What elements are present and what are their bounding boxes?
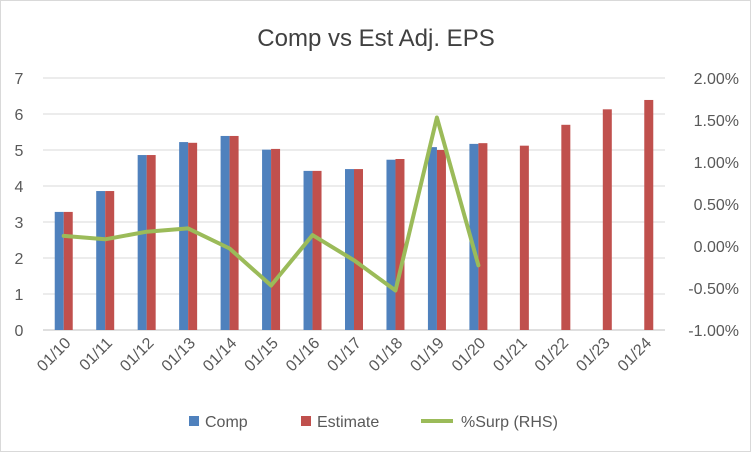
left-axis: 0 1 2 3 4 5 6 7 <box>15 71 24 340</box>
x-tick-label: 01/13 <box>159 335 199 375</box>
legend-swatch <box>189 416 199 426</box>
bar-estimate-01-20 <box>478 143 488 330</box>
bar-estimate-01-23 <box>602 109 612 330</box>
x-tick-label: 01/11 <box>77 335 117 375</box>
left-tick-label: 1 <box>15 287 24 304</box>
x-tick-label: 01/18 <box>366 335 406 375</box>
bar-comp-01-10 <box>54 211 64 330</box>
bar-estimate-01-24 <box>644 99 654 331</box>
bar-comp-01-20 <box>469 143 479 330</box>
right-tick-label: 0.50% <box>694 197 739 214</box>
x-tick-label: 01/23 <box>573 335 613 375</box>
right-axis: -1.00% -0.50% 0.00% 0.50% 1.00% 1.50% 2.00% <box>688 71 739 340</box>
surp-line <box>61 115 481 293</box>
x-tick-label: 01/21 <box>490 335 530 375</box>
right-tick-label: 1.00% <box>694 155 739 172</box>
legend-label: %Surp (RHS) <box>461 414 558 431</box>
bar-estimate-01-10 <box>63 211 73 330</box>
right-tick-label: -1.00% <box>688 323 739 340</box>
left-tick-label: 5 <box>15 143 24 160</box>
legend-label: Estimate <box>317 414 379 431</box>
left-tick-label: 2 <box>15 251 24 268</box>
x-tick-label: 01/22 <box>532 335 572 375</box>
bar-estimate-01-12 <box>146 155 156 330</box>
surp-line-series <box>61 115 481 293</box>
bar-estimate-01-14 <box>229 135 239 330</box>
bar-estimate-01-21 <box>519 145 529 330</box>
bar-comp-01-14 <box>220 135 230 330</box>
bar-comp-01-13 <box>179 142 189 330</box>
legend-label: Comp <box>205 414 248 431</box>
legend-swatch <box>301 416 311 426</box>
left-tick-label: 7 <box>15 71 24 88</box>
bar-comp-01-16 <box>303 170 313 330</box>
bar-comp-01-11 <box>96 191 106 330</box>
bar-estimate-01-18 <box>395 159 405 330</box>
bar-estimate-01-11 <box>105 191 115 330</box>
x-axis: 01/10 01/11 01/12 01/13 01/14 01/15 01/16 01/17… <box>34 335 655 375</box>
right-tick-label: 2.00% <box>694 71 739 88</box>
bar-estimate-01-13 <box>188 142 198 330</box>
legend: Comp Estimate %Surp (RHS) <box>189 414 558 431</box>
right-tick-label: -0.50% <box>688 281 739 298</box>
x-tick-label: 01/16 <box>283 335 323 375</box>
left-tick-label: 3 <box>15 215 24 232</box>
x-tick-label: 01/19 <box>407 335 447 375</box>
right-tick-label: 1.50% <box>694 113 739 130</box>
bar-comp-01-15 <box>262 149 272 330</box>
left-tick-label: 4 <box>15 179 24 196</box>
bar-estimate-01-16 <box>312 170 322 330</box>
bar-comp-01-19 <box>427 147 437 330</box>
x-tick-label: 01/24 <box>615 335 655 375</box>
bar-comp-01-12 <box>137 155 147 330</box>
bar-estimate-01-22 <box>561 124 571 330</box>
x-tick-label: 01/14 <box>200 335 240 375</box>
right-tick-label: 0.00% <box>694 239 739 256</box>
bar-comp-01-17 <box>345 169 354 330</box>
x-tick-label: 01/10 <box>34 335 74 375</box>
left-tick-label: 0 <box>15 323 24 340</box>
bars <box>54 99 654 331</box>
x-tick-label: 01/15 <box>242 335 282 375</box>
bar-comp-01-18 <box>386 159 396 330</box>
bar-estimate-01-15 <box>271 148 281 330</box>
chart-title: Comp vs Est Adj. EPS <box>257 25 494 52</box>
x-tick-label: 01/17 <box>324 335 364 375</box>
bar-estimate-01-19 <box>436 150 446 330</box>
x-tick-label: 01/12 <box>117 335 157 375</box>
bar-estimate-01-17 <box>354 169 363 330</box>
left-tick-label: 6 <box>15 107 24 124</box>
x-tick-label: 01/20 <box>449 335 489 375</box>
